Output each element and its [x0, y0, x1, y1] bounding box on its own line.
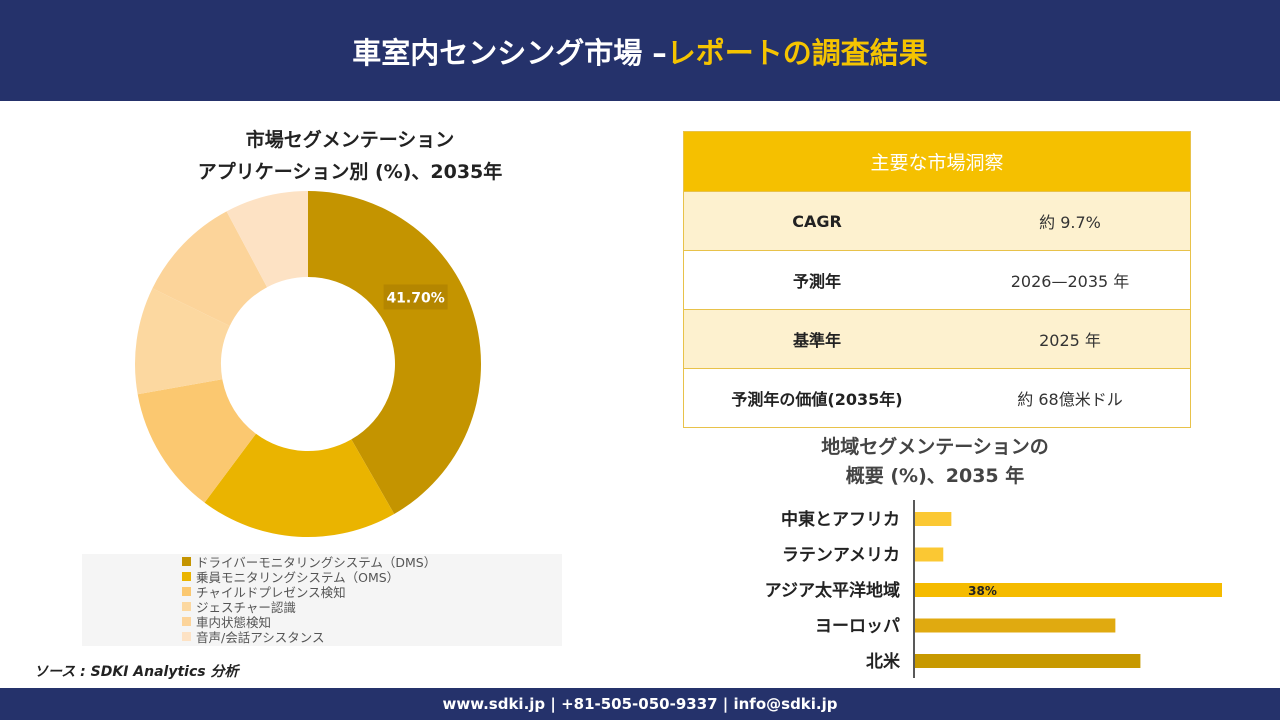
insights-label: 予測年 — [792, 272, 841, 291]
donut-slice — [226, 191, 308, 288]
insights-header: 主要な市場洞察 — [684, 132, 1190, 191]
legend-item: 音声/会話アシスタンス — [182, 629, 562, 645]
pie-title-line1: 市場セグメンテーション — [245, 129, 455, 151]
insights-row: 基準年 2025 年 — [684, 309, 1190, 368]
legend-item: ジェスチャー認識 — [182, 599, 562, 615]
pie-chart-title: 市場セグメンテーション アプリケーション別 (%)、2035年 — [120, 124, 580, 188]
legend-label: ジェスチャー認識 — [196, 600, 296, 615]
insights-value: 2025 年 — [1039, 331, 1101, 350]
page-header: 車室内センシング市場 – レポートの調査結果 — [0, 0, 1280, 101]
data-label-box — [383, 284, 448, 310]
insights-label: 予測年の価値(2035年) — [731, 390, 903, 409]
bar-title-line2: 概要 (%)、2035 年 — [845, 465, 1025, 487]
donut-slice — [204, 433, 395, 538]
donut-slice — [137, 379, 256, 503]
pie-legend: ドライバーモニタリングシステム（DMS） 乗員モニタリングシステム（OMS） チャイ… — [82, 554, 562, 646]
insights-row: 予測年 2026—2035 年 — [684, 250, 1190, 309]
bar-chart-title: 地域セグメンテーションの 概要 (%)、2035 年 — [740, 433, 1130, 491]
bar-category-label: 中東とアフリカ — [781, 509, 900, 530]
bar-category-label: ヨーロッパ — [815, 617, 900, 637]
bar-data-label: 38% — [968, 584, 997, 598]
bar — [915, 654, 1141, 668]
legend-swatch — [182, 602, 191, 611]
legend-swatch — [182, 632, 191, 641]
header-title: 車室内センシング市場 – — [352, 35, 667, 70]
bar-title-line1: 地域セグメンテーションの — [821, 436, 1049, 458]
bar-category-label: 北米 — [866, 651, 901, 672]
donut-slice — [135, 288, 230, 395]
legend-item: 乗員モニタリングシステム（OMS） — [182, 569, 562, 585]
insights-row: 予測年の価値(2035年) 約 68億米ドル — [684, 368, 1190, 427]
legend-swatch — [182, 572, 191, 581]
insights-label: CAGR — [792, 211, 842, 231]
page-footer: www.sdki.jp | +81-505-050-9337 | info@sd… — [0, 688, 1280, 720]
bar-category-label: アジア太平洋地域 — [765, 580, 900, 601]
donut-slice — [152, 211, 268, 326]
legend-item: チャイルドプレゼンス検知 — [182, 584, 562, 600]
legend-label: ドライバーモニタリングシステム（DMS） — [196, 555, 437, 570]
legend-swatch — [182, 617, 191, 626]
insights-value: 約 9.7% — [1039, 213, 1101, 232]
insights-row: CAGR 約 9.7% — [684, 191, 1190, 250]
bar — [915, 618, 1116, 633]
bar — [915, 547, 944, 562]
legend-label: 音声/会話アシスタンス — [196, 630, 325, 645]
legend-item: ドライバーモニタリングシステム（DMS） — [182, 554, 562, 570]
legend-item: 車内状態検知 — [182, 614, 562, 630]
insights-table: 主要な市場洞察 CAGR 約 9.7% 予測年 2026—2035 年 基準年 … — [683, 131, 1191, 428]
bar — [915, 512, 952, 526]
insights-value: 2026—2035 年 — [1010, 272, 1130, 291]
pie-title-line2: アプリケーション別 (%)、2035年 — [197, 161, 503, 183]
legend-label: チャイルドプレゼンス検知 — [196, 585, 346, 600]
legend-label: 車内状態検知 — [196, 615, 272, 630]
insights-value: 約 68億米ドル — [1017, 390, 1123, 409]
insights-label: 基準年 — [792, 331, 841, 350]
source-note: ソース : SDKI Analytics 分析 — [34, 664, 239, 680]
footer-contact: www.sdki.jp | +81-505-050-9337 | info@sd… — [442, 695, 838, 713]
donut-slice — [308, 191, 481, 515]
bar — [915, 583, 1222, 597]
legend-label: 乗員モニタリングシステム（OMS） — [196, 570, 400, 585]
bar-category-label: ラテンアメリカ — [782, 546, 900, 566]
data-label: 41.70% — [386, 290, 444, 306]
legend-swatch — [182, 557, 191, 566]
header-title-accent: レポートの調査結果 — [666, 35, 928, 70]
legend-swatch — [182, 587, 191, 596]
